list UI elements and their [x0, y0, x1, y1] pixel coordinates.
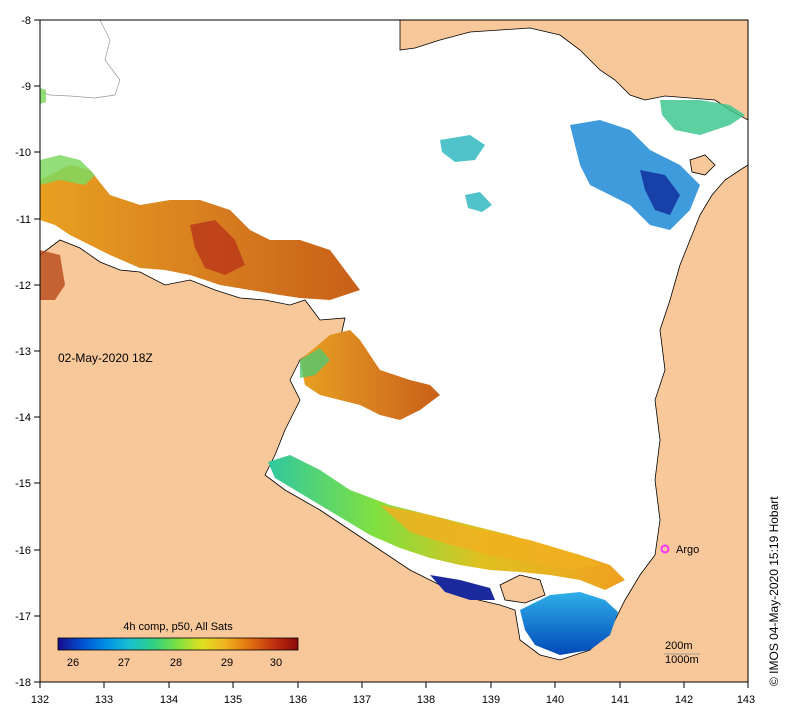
colorbar-title: 4h comp, p50, All Sats [123, 621, 233, 633]
lat-tick: -8 [21, 15, 31, 27]
lon-tick: 136 [289, 694, 307, 706]
sst-patch-east-green [660, 100, 745, 135]
argo-marker[interactable]: Argo [660, 544, 700, 556]
argo-icon[interactable] [660, 544, 670, 554]
lat-axis: -8 -9 -10 -11 -12 -13 -14 -15 -16 -17 -1… [15, 15, 40, 689]
colorbar-tick: 28 [170, 657, 182, 669]
sst-patch-west-gulf [300, 330, 440, 420]
colorbar-tick: 26 [67, 657, 79, 669]
sst-cold-northeast-dark [640, 170, 680, 215]
lat-tick: -17 [15, 611, 31, 623]
lon-tick: 142 [675, 694, 693, 706]
sst-patch-nt-red [190, 220, 245, 275]
colorbar-tick: 30 [270, 657, 282, 669]
lon-tick: 135 [224, 694, 242, 706]
sst-patch-nt-green [40, 155, 95, 185]
lon-tick: 137 [353, 694, 371, 706]
lon-tick: 138 [417, 694, 435, 706]
land-island-gulf [499, 574, 546, 604]
contour-1000-label: 1000m [665, 654, 699, 666]
lat-tick: -15 [15, 478, 31, 490]
sst-cold-south [520, 592, 618, 655]
sst-patch-nw [40, 88, 46, 104]
land-island-east [689, 154, 716, 176]
sst-cold-west [430, 575, 495, 600]
sst-patch-west-gulf-green [300, 348, 330, 378]
colorbar-tick: 27 [118, 657, 130, 669]
lon-tick: 134 [160, 694, 178, 706]
lat-tick: -14 [15, 412, 31, 424]
lat-tick: -18 [15, 677, 31, 689]
date-label: 02-May-2020 18Z [58, 351, 153, 365]
lat-tick: -12 [15, 280, 31, 292]
contour-200-label: 200m [665, 640, 693, 652]
imos-credit: © IMOS 04-May-2020 15:19 Hobart [767, 496, 781, 686]
lon-tick: 140 [546, 694, 564, 706]
sst-patch-mid-north [440, 135, 485, 162]
sst-patch-mid-north-2 [465, 192, 492, 212]
colorbar: 4h comp, p50, All Sats 26 27 28 29 30 [57, 621, 299, 669]
lat-tick: -11 [16, 214, 31, 226]
lon-axis: 132 133 134 135 136 137 138 139 140 141 … [31, 682, 755, 706]
lat-tick: -9 [21, 81, 31, 93]
contour-scale: 200m 1000m [664, 640, 700, 666]
lat-tick: -10 [15, 147, 31, 159]
argo-label: Argo [676, 544, 699, 556]
lon-tick: 141 [611, 694, 629, 706]
lon-tick: 143 [737, 694, 755, 706]
lon-tick: 139 [482, 694, 500, 706]
sst-band-south-gulf-orange [380, 505, 600, 570]
colorbar-tick: 29 [221, 657, 233, 669]
contour-northwest [39, 19, 121, 99]
colorbar-scale [57, 637, 299, 651]
lat-tick: -13 [15, 346, 31, 358]
sst-patch-nt-red-west [40, 250, 65, 300]
lon-tick: 133 [95, 694, 113, 706]
lat-tick: -16 [15, 545, 31, 557]
lon-tick: 132 [31, 694, 49, 706]
